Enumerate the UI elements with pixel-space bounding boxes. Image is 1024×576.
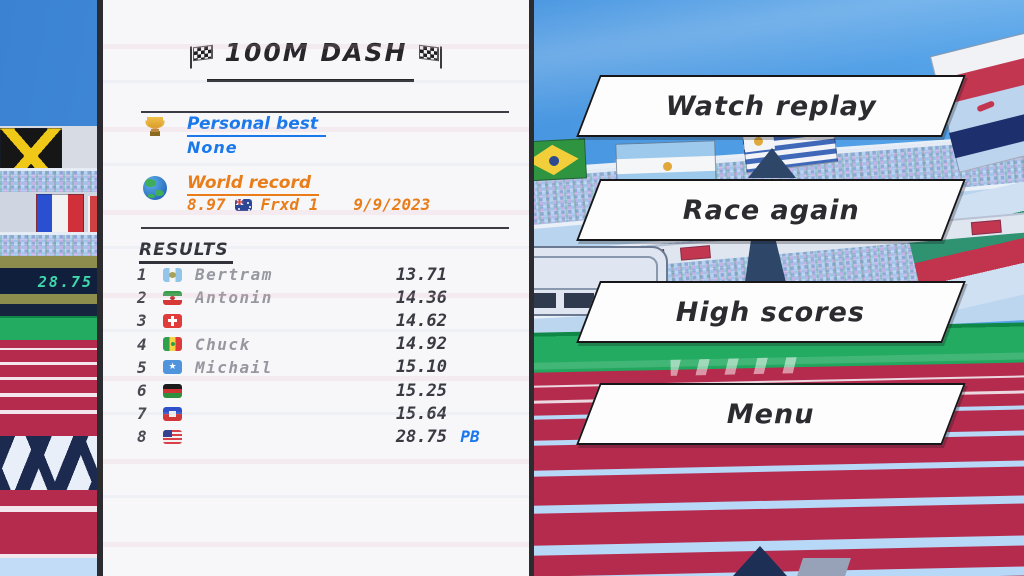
- result-time: 15.25: [395, 380, 447, 401]
- result-time: 15.64: [395, 403, 447, 424]
- result-name: Antonin: [195, 288, 273, 308]
- country-flag-icon: [163, 429, 182, 444]
- result-rank: 8: [137, 427, 147, 447]
- result-rank: 4: [137, 334, 147, 354]
- track-slab: [797, 558, 851, 576]
- watch-replay-label: Watch replay: [665, 90, 877, 122]
- lane-line: [0, 410, 98, 414]
- result-rank: 1: [137, 265, 147, 285]
- result-name: Bertram: [195, 265, 273, 285]
- result-time: 14.92: [395, 334, 447, 355]
- lane-number-marks: [670, 357, 801, 376]
- menu-button[interactable]: Menu: [576, 383, 966, 445]
- page-title: 100M DASH: [224, 38, 408, 67]
- result-time: 15.10: [395, 357, 447, 378]
- menu-label: Menu: [727, 398, 815, 430]
- australia-flag-icon: [234, 198, 252, 211]
- stadium-scoreboard: 28.75: [0, 268, 98, 296]
- lane-line: [0, 362, 98, 365]
- title-underline: [207, 79, 414, 82]
- table-row: 5 Michail 15.10: [103, 356, 529, 379]
- table-row: 2 Antonin 14.36: [103, 286, 529, 309]
- globe-icon: [143, 176, 167, 200]
- result-name: Chuck: [195, 334, 251, 354]
- result-rank: 3: [137, 311, 147, 331]
- infield-grass-left: [0, 316, 98, 342]
- result-rank: 5: [137, 357, 147, 377]
- country-flag-icon: [163, 290, 182, 305]
- result-rank: 6: [137, 381, 147, 401]
- divider: [141, 227, 509, 229]
- race-again-label: Race again: [682, 194, 860, 226]
- red-banner-chip: [679, 245, 711, 261]
- panel-title-row: 100M DASH: [103, 38, 529, 67]
- country-flag-icon: [163, 406, 182, 421]
- country-flag-icon: [163, 360, 182, 375]
- partial-flag: [88, 196, 98, 242]
- lane-line: [0, 377, 98, 380]
- results-heading: RESULTS: [139, 240, 233, 264]
- watch-replay-button[interactable]: Watch replay: [576, 75, 966, 137]
- result-time: 28.75: [395, 426, 447, 447]
- lane-line: [0, 506, 98, 512]
- divider: [141, 111, 509, 113]
- world-record-date: 9/9/2023: [353, 195, 431, 214]
- country-flag-icon: [163, 337, 182, 352]
- result-rank: 2: [137, 288, 147, 308]
- table-row: 7 15.64: [103, 402, 529, 425]
- building-window: [564, 293, 594, 308]
- world-record-holder: Frxd 1: [260, 195, 319, 214]
- table-row: 8 28.75 PB: [103, 425, 529, 448]
- running-track-left: [0, 340, 98, 576]
- country-flag-icon: [163, 383, 182, 398]
- personal-best-label: Personal best: [187, 114, 326, 137]
- pb-badge: PB: [460, 427, 480, 447]
- track-edge-band: [0, 554, 98, 576]
- world-record-line: 8.97 Frxd 1 9/9/2023: [187, 195, 430, 214]
- red-banner-chip: [970, 219, 1002, 236]
- result-time: 13.71: [395, 264, 447, 285]
- country-flag-icon: [163, 267, 182, 282]
- trophy-icon: [143, 115, 167, 139]
- results-panel: 100M DASH Personal best None World recor…: [97, 0, 534, 576]
- country-flag-icon: [163, 313, 182, 328]
- high-scores-button[interactable]: High scores: [576, 281, 966, 343]
- checkered-flag-icon: [192, 44, 213, 61]
- table-row: 4 Chuck 14.92: [103, 333, 529, 356]
- scoreboard-frame: [0, 256, 98, 270]
- world-record-time: 8.97: [187, 195, 226, 214]
- checkered-flag-icon: [419, 44, 440, 61]
- results-table: 1 Bertram 13.71 2 Antonin 14.36 3 14.62: [103, 263, 529, 449]
- lane-line: [0, 393, 98, 397]
- table-row: 6 15.25: [103, 379, 529, 402]
- result-time: 14.36: [395, 287, 447, 308]
- table-row: 1 Bertram 13.71: [103, 263, 529, 286]
- result-time: 14.62: [395, 310, 447, 331]
- stadium-barrier: [0, 304, 98, 318]
- scoreboard-time: 28.75: [37, 273, 93, 291]
- finish-line-checker: [0, 436, 98, 490]
- result-rank: 7: [137, 404, 147, 424]
- world-record-label: World record: [187, 173, 320, 196]
- personal-best-value: None: [187, 138, 238, 157]
- result-name: Michail: [195, 357, 273, 377]
- table-row: 3 14.62: [103, 309, 529, 332]
- lane-line: [0, 348, 98, 350]
- scoreboard-frame: [0, 294, 98, 306]
- high-scores-label: High scores: [676, 296, 866, 328]
- race-again-button[interactable]: Race again: [576, 179, 966, 241]
